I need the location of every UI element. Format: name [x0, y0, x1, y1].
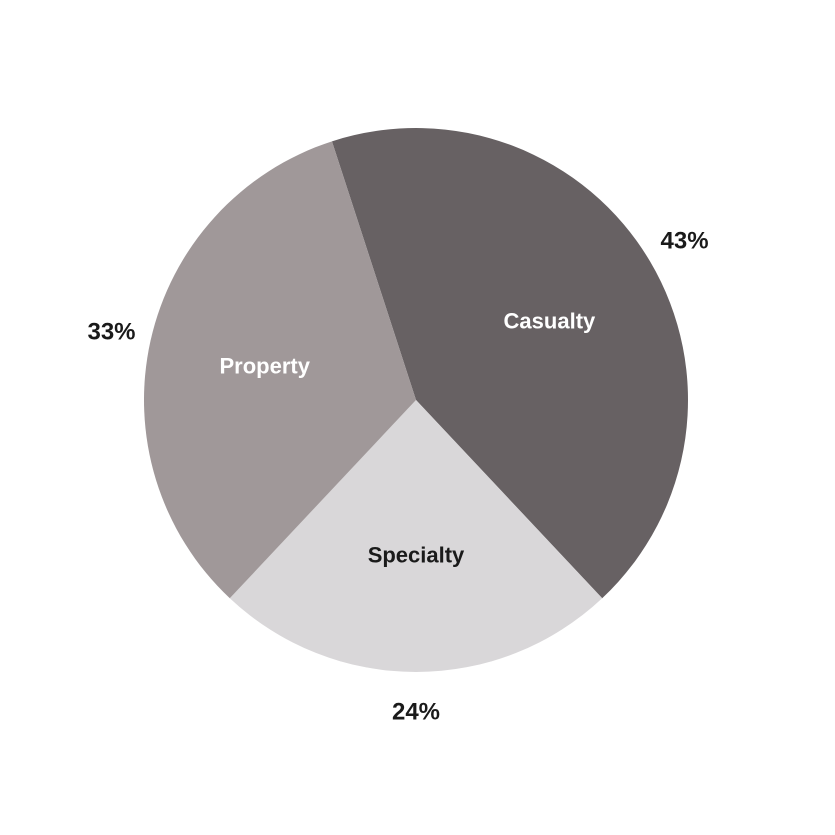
slice-label-property: Property: [219, 354, 310, 379]
value-label-property: 33%: [87, 318, 135, 345]
pie-slice-casualty: [331, 128, 689, 599]
value-label-specialty: 24%: [392, 699, 440, 726]
value-label-casualty: 43%: [661, 228, 709, 255]
slice-label-casualty: Casualty: [504, 309, 596, 334]
pie-slice-specialty: [229, 400, 603, 672]
pie-slice-property: [144, 141, 416, 599]
slice-label-specialty: Specialty: [368, 543, 465, 568]
